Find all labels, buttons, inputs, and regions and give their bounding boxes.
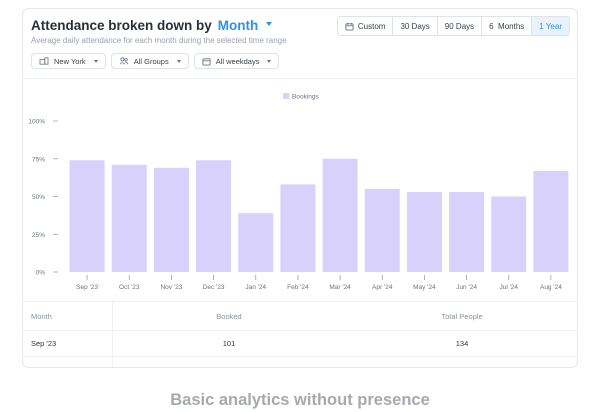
group-by-value: Month — [217, 18, 259, 33]
range-label: 90 Days — [444, 21, 475, 31]
y-tick-label: 50% — [32, 194, 45, 201]
calendar-icon — [202, 57, 211, 66]
range-label: 30 Days — [400, 21, 430, 31]
header-total-people: Total People — [441, 311, 483, 321]
group-filter[interactable]: All Groups — [110, 53, 189, 69]
chart-bar — [196, 160, 232, 272]
chart-bar — [111, 164, 147, 272]
table-header-row: Month Booked Total People — [23, 302, 577, 331]
x-tick-label: Jun '24 — [456, 284, 477, 291]
header-booked: Booked — [216, 311, 242, 321]
chart-bar — [280, 184, 316, 272]
legend-swatch — [283, 93, 289, 99]
header-month: Month — [23, 302, 113, 330]
x-tick-label: Mar '24 — [329, 284, 351, 291]
chevron-down-icon — [266, 21, 273, 26]
page-caption: Basic analytics without presence — [170, 391, 430, 409]
attendance-chart: Bookings 0% 25% 50% 75% 100% Sep '23 Oct '23 Nov… — [23, 78, 577, 300]
range-label: 1 Year — [539, 21, 562, 31]
x-tick-label: Nov '23 — [160, 284, 182, 291]
location-filter[interactable]: New York — [31, 53, 106, 69]
bar-chart-svg: Bookings 0% 25% 50% 75% 100% Sep '23 Oct '23 Nov… — [28, 93, 569, 291]
cell-booked: 101 — [222, 339, 236, 348]
cell-month: Oct '23 — [23, 357, 113, 367]
building-icon — [39, 57, 49, 65]
x-tick-label: Jan '24 — [245, 284, 266, 291]
legend-label: Bookings — [292, 94, 319, 101]
y-tick-label: 100% — [28, 119, 45, 126]
attendance-card: Attendance broken down by Month Average … — [22, 8, 578, 368]
group-by-dropdown[interactable]: Month — [217, 18, 273, 33]
cell-booked: 84 — [113, 365, 345, 367]
people-icon — [119, 57, 129, 65]
range-label: 6 Months — [489, 21, 525, 31]
cell-month: Sep '23 — [23, 331, 113, 356]
chevron-down-icon — [176, 59, 181, 63]
cell-total-people: 134 — [345, 365, 577, 367]
chart-bar — [69, 160, 105, 272]
range-6-months[interactable]: 6 Months — [482, 17, 533, 35]
chart-bar — [491, 196, 527, 272]
range-30-days[interactable]: 30 Days — [393, 17, 438, 35]
chart-bar — [449, 191, 485, 272]
x-tick-label: May '24 — [413, 284, 436, 291]
x-tick-label: Oct '23 — [119, 284, 140, 291]
x-tick-label: Jul '24 — [499, 284, 518, 291]
chart-bar — [322, 158, 358, 272]
chart-bar — [238, 213, 274, 272]
y-tick-label: 25% — [32, 232, 45, 239]
table-row: Oct '23 84 134 — [23, 357, 577, 367]
x-tick-label: Sep '23 — [76, 284, 98, 291]
x-tick-label: Aug '24 — [540, 284, 562, 291]
range-1-year[interactable]: 1 Year — [532, 17, 569, 35]
table-row: Sep '23 101 134 — [23, 331, 577, 357]
card-title: Attendance broken down by — [31, 18, 212, 33]
calendar-icon — [345, 22, 354, 31]
range-label: Custom — [357, 21, 386, 31]
chart-bar — [533, 170, 569, 272]
group-filter-label: All Groups — [133, 56, 169, 66]
attendance-table: Month Booked Total People Sep '23 101 13… — [23, 301, 577, 367]
chevron-down-icon — [93, 59, 98, 63]
cell-total-people: 134 — [455, 339, 469, 348]
location-filter-label: New York — [54, 56, 86, 66]
weekday-filter[interactable]: All weekdays — [193, 53, 280, 69]
x-tick-label: Feb '24 — [287, 284, 309, 291]
weekday-filter-label: All weekdays — [215, 56, 260, 66]
chevron-down-icon — [267, 59, 272, 63]
y-tick-label: 75% — [32, 156, 45, 163]
card-subtitle: Average daily attendance for each month … — [31, 36, 287, 45]
chart-bar — [364, 188, 400, 272]
chart-bar — [153, 167, 189, 272]
range-90-days[interactable]: 90 Days — [437, 17, 483, 35]
x-tick-label: Apr '24 — [372, 284, 393, 291]
chart-bar — [406, 191, 442, 272]
filter-bar: New York All Groups All weekdays — [31, 53, 280, 69]
y-tick-label: 0% — [36, 270, 46, 277]
x-tick-label: Dec '23 — [203, 284, 225, 291]
card-header: Attendance broken down by Month — [31, 18, 273, 33]
time-range-selector: Custom 30 Days 90 Days 6 Months 1 Year — [336, 16, 570, 36]
range-custom[interactable]: Custom — [337, 17, 394, 35]
